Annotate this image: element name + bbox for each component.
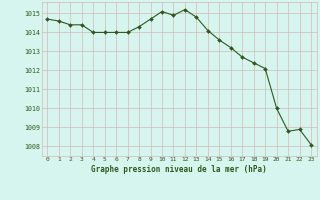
X-axis label: Graphe pression niveau de la mer (hPa): Graphe pression niveau de la mer (hPa) — [91, 165, 267, 174]
